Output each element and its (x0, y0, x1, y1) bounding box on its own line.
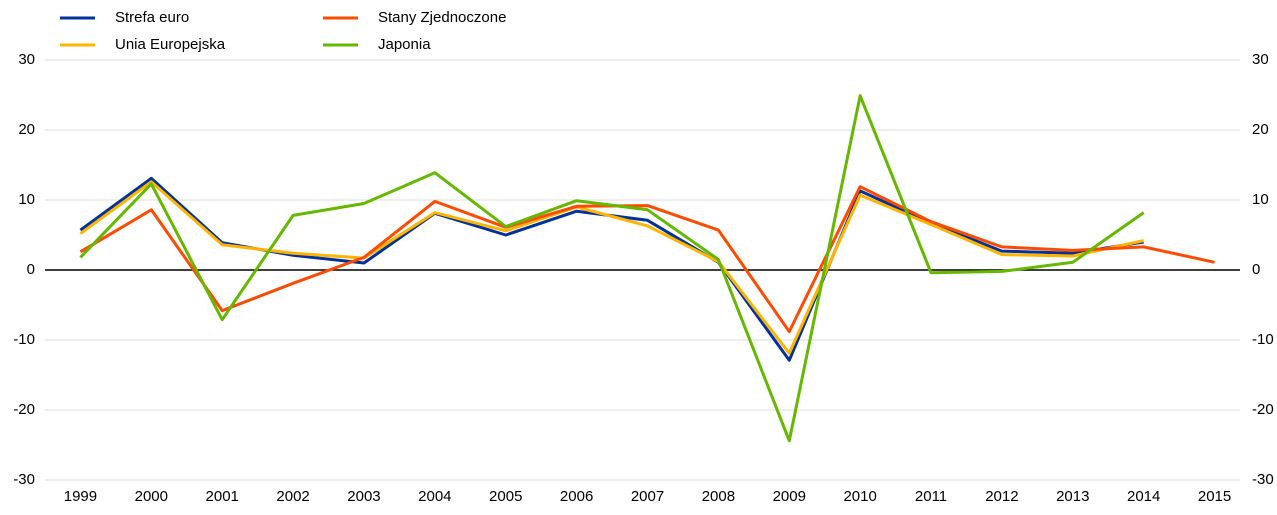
series-line (79, 94, 1145, 443)
legend-label: Unia Europejska (115, 36, 226, 53)
legend-label: Stany Zjednoczone (378, 9, 506, 26)
x-tick-label: 1999 (64, 488, 97, 505)
x-tick-label: 2013 (1056, 488, 1089, 505)
y2-tick-label: 10 (1252, 191, 1269, 208)
x-tick-label: 2009 (773, 488, 806, 505)
y-tick-label: 10 (18, 191, 35, 208)
x-tick-label: 2011 (915, 488, 947, 505)
x-tick-label: 2015 (1198, 488, 1231, 505)
y2-tick-label: -20 (1252, 401, 1274, 418)
y-tick-label: -10 (13, 331, 35, 348)
x-tick-label: 2008 (702, 488, 735, 505)
series-line (79, 185, 1215, 334)
y2-tick-label: 30 (1252, 51, 1269, 68)
x-tick-label: 2010 (843, 488, 876, 505)
x-tick-label: 2012 (985, 488, 1018, 505)
x-tick-label: 2000 (135, 488, 168, 505)
series-line (79, 180, 1144, 355)
y2-tick-label: -30 (1252, 471, 1274, 488)
x-tick-label: 2003 (347, 488, 380, 505)
x-tick-label: 2002 (276, 488, 309, 505)
y2-tick-label: 0 (1252, 261, 1260, 278)
y2-tick-label: -10 (1252, 331, 1274, 348)
y-tick-label: 30 (18, 51, 35, 68)
x-tick-label: 2005 (489, 488, 522, 505)
x-tick-label: 2007 (631, 488, 664, 505)
x-tick-label: 2001 (206, 488, 239, 505)
x-tick-label: 2014 (1127, 488, 1160, 505)
y-tick-label: -20 (13, 401, 35, 418)
y-tick-label: 0 (27, 261, 35, 278)
y-tick-label: 20 (18, 121, 35, 138)
legend-label: Strefa euro (115, 9, 189, 26)
y-tick-label: -30 (13, 471, 35, 488)
x-tick-label: 2004 (418, 488, 451, 505)
y2-tick-label: 20 (1252, 121, 1269, 138)
x-tick-label: 2006 (560, 488, 593, 505)
legend-label: Japonia (378, 36, 431, 53)
